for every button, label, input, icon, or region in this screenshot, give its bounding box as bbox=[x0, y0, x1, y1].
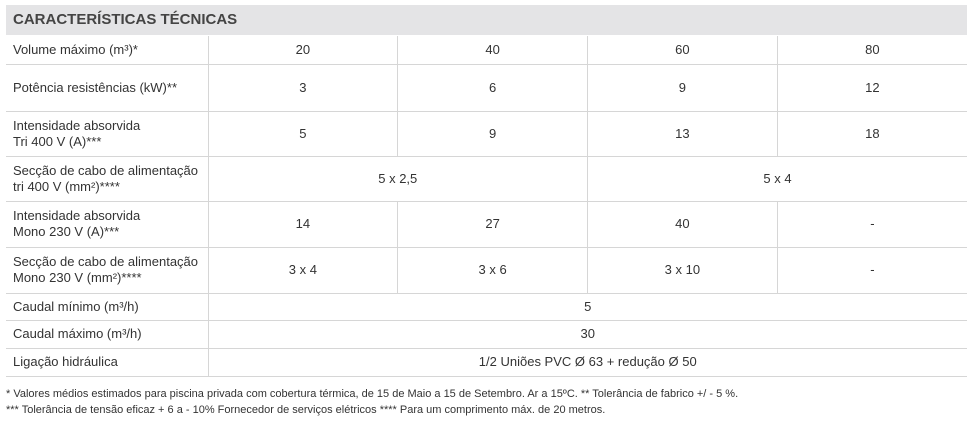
row-label: Caudal máximo (m³/h) bbox=[6, 320, 208, 349]
cell: 40 bbox=[587, 201, 778, 248]
row-label: Intensidade absorvida Mono 230 V (A)*** bbox=[6, 201, 208, 248]
cell: 3 x 6 bbox=[397, 247, 588, 294]
cell: - bbox=[776, 201, 967, 248]
table-row: Ligação hidráulica 1/2 Uniões PVC Ø 63 + … bbox=[6, 348, 967, 377]
cell: 14 bbox=[207, 201, 398, 248]
cell: 12 bbox=[776, 64, 967, 112]
cell: 5 bbox=[207, 293, 967, 321]
footnotes: * Valores médios estimados para piscina … bbox=[6, 386, 738, 418]
row-label: Intensidade absorvida Tri 400 V (A)*** bbox=[6, 111, 208, 157]
label-line: Secção de cabo de alimentação bbox=[13, 162, 199, 178]
table-row: Volume máximo (m³)* 20 40 60 80 bbox=[6, 36, 967, 65]
label-line: tri 400 V (mm²)**** bbox=[13, 178, 120, 194]
cell: 80 bbox=[776, 36, 967, 65]
row-label: Volume máximo (m³)* bbox=[6, 36, 208, 65]
cell: 9 bbox=[587, 64, 778, 112]
label-line: Intensidade absorvida bbox=[13, 117, 141, 133]
label-line: Intensidade absorvida bbox=[13, 208, 141, 223]
row-label: Secção de cabo de alimentação Mono 230 V … bbox=[6, 247, 208, 294]
row-label: Potência resistências (kW)** bbox=[6, 64, 208, 112]
table-row: Caudal mínimo (m³/h) 5 bbox=[6, 293, 967, 321]
table-row: Potência resistências (kW)** 3 6 9 12 bbox=[6, 64, 967, 112]
label-line: Potência resistências (kW)** bbox=[13, 79, 177, 95]
cell: 30 bbox=[207, 320, 967, 349]
table-row: Caudal máximo (m³/h) 30 bbox=[6, 320, 967, 349]
cell: 40 bbox=[397, 36, 588, 65]
label-line: Caudal mínimo (m³/h) bbox=[13, 298, 139, 314]
cell: 3 x 10 bbox=[587, 247, 778, 294]
cell: 6 bbox=[397, 64, 588, 112]
cell: 27 bbox=[397, 201, 588, 248]
cell: - bbox=[776, 247, 967, 294]
cell: 5 bbox=[207, 111, 398, 157]
cell: 3 bbox=[207, 64, 398, 112]
label-line: Tri 400 V (A)*** bbox=[13, 133, 102, 149]
footnote: *** Tolerância de tensão eficaz + 6 a - … bbox=[6, 404, 606, 416]
cell: 18 bbox=[776, 111, 967, 157]
table-row: Secção de cabo de alimentação tri 400 V (… bbox=[6, 156, 967, 202]
cell: 3 x 4 bbox=[207, 247, 398, 294]
row-label: Secção de cabo de alimentação tri 400 V (… bbox=[6, 156, 208, 202]
cell: 13 bbox=[587, 111, 778, 157]
cell: 5 x 2,5 bbox=[207, 156, 588, 202]
header-title: CARACTERÍSTICAS TÉCNICAS bbox=[6, 5, 967, 35]
label-line: Volume máximo (m³)* bbox=[13, 41, 138, 57]
row-label: Caudal mínimo (m³/h) bbox=[6, 293, 208, 321]
table-row: Intensidade absorvida Tri 400 V (A)*** 5 9 1… bbox=[6, 111, 967, 157]
label-line: Mono 230 V (A)*** bbox=[13, 224, 120, 239]
label-line: Ligação hidráulica bbox=[13, 354, 118, 369]
label-line: Caudal máximo (m³/h) bbox=[13, 326, 142, 341]
label-line: Secção de cabo de alimentação bbox=[13, 254, 199, 269]
cell: 5 x 4 bbox=[587, 156, 967, 202]
table-row: Intensidade absorvida Mono 230 V (A)*** 14… bbox=[6, 201, 967, 248]
footnote: * Valores médios estimados para piscina … bbox=[6, 388, 739, 400]
cell: 20 bbox=[207, 36, 398, 65]
cell: 1/2 Uniões PVC Ø 63 + redução Ø 50 bbox=[207, 348, 967, 377]
row-label: Ligação hidráulica bbox=[6, 348, 208, 377]
table-row: Secção de cabo de alimentação Mono 230 V … bbox=[6, 247, 967, 294]
cell: 9 bbox=[397, 111, 588, 157]
label-line: Mono 230 V (mm²)**** bbox=[13, 270, 142, 285]
spec-table: Volume máximo (m³)* 20 40 60 80 Potência resi… bbox=[6, 36, 967, 377]
cell: 60 bbox=[587, 36, 778, 65]
